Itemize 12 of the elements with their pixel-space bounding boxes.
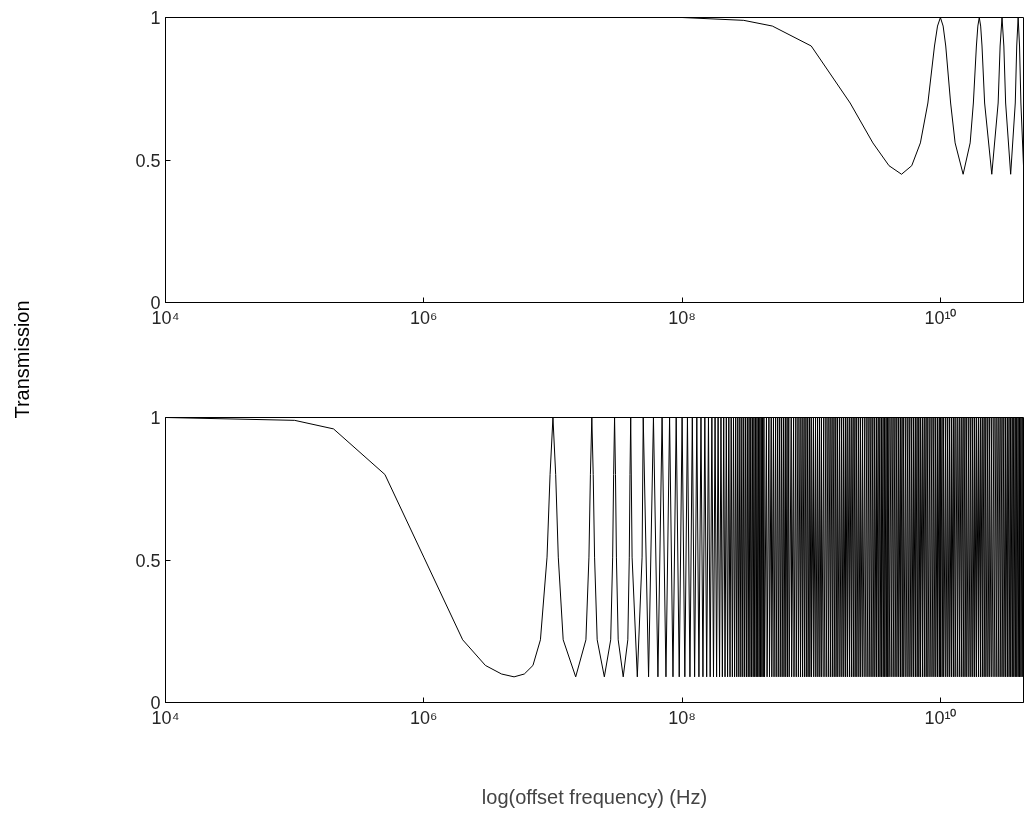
x-tick-label: 10¹⁰ <box>924 707 957 728</box>
x-tick-label: 10⁸ <box>668 307 696 328</box>
x-tick-label: 10⁸ <box>668 707 696 728</box>
x-tick-label: 10¹⁰ <box>924 307 957 328</box>
y-tick-label: 0.5 <box>135 550 161 571</box>
x-tick-label: 10⁶ <box>410 307 438 328</box>
y-tick-label: 1 <box>150 8 161 28</box>
x-tick-label: 10⁶ <box>410 707 438 728</box>
y-tick-label: 1 <box>150 408 161 428</box>
y-axis-title: Transmission <box>10 300 33 419</box>
x-axis-title: log(offset frequency) (Hz) <box>481 785 708 808</box>
y-tick-label: 0.5 <box>135 150 161 171</box>
